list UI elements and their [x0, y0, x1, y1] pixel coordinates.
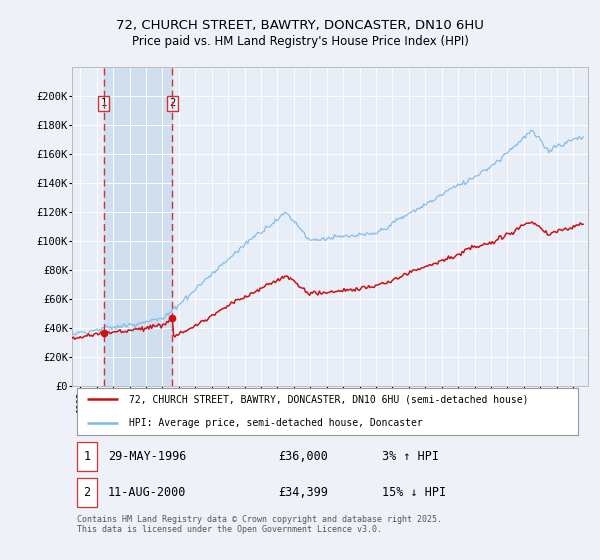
Text: 2: 2 — [83, 486, 91, 500]
Text: 3% ↑ HPI: 3% ↑ HPI — [382, 450, 439, 463]
Text: £36,000: £36,000 — [278, 450, 328, 463]
Text: 1: 1 — [83, 450, 91, 463]
Text: 72, CHURCH STREET, BAWTRY, DONCASTER, DN10 6HU (semi-detached house): 72, CHURCH STREET, BAWTRY, DONCASTER, DN… — [129, 395, 528, 405]
Text: 72, CHURCH STREET, BAWTRY, DONCASTER, DN10 6HU: 72, CHURCH STREET, BAWTRY, DONCASTER, DN… — [116, 18, 484, 32]
Bar — [104, 67, 172, 386]
Text: 11-AUG-2000: 11-AUG-2000 — [108, 486, 187, 500]
Bar — [77, 478, 97, 507]
Text: HPI: Average price, semi-detached house, Doncaster: HPI: Average price, semi-detached house,… — [129, 418, 422, 428]
Text: 2: 2 — [169, 99, 176, 109]
Text: 29-MAY-1996: 29-MAY-1996 — [108, 450, 187, 463]
Text: Contains HM Land Registry data © Crown copyright and database right 2025.
This d: Contains HM Land Registry data © Crown c… — [77, 515, 442, 534]
Text: 1: 1 — [100, 99, 107, 109]
Text: 15% ↓ HPI: 15% ↓ HPI — [382, 486, 446, 500]
Text: £34,399: £34,399 — [278, 486, 328, 500]
Bar — [77, 441, 97, 470]
Text: Price paid vs. HM Land Registry's House Price Index (HPI): Price paid vs. HM Land Registry's House … — [131, 35, 469, 49]
